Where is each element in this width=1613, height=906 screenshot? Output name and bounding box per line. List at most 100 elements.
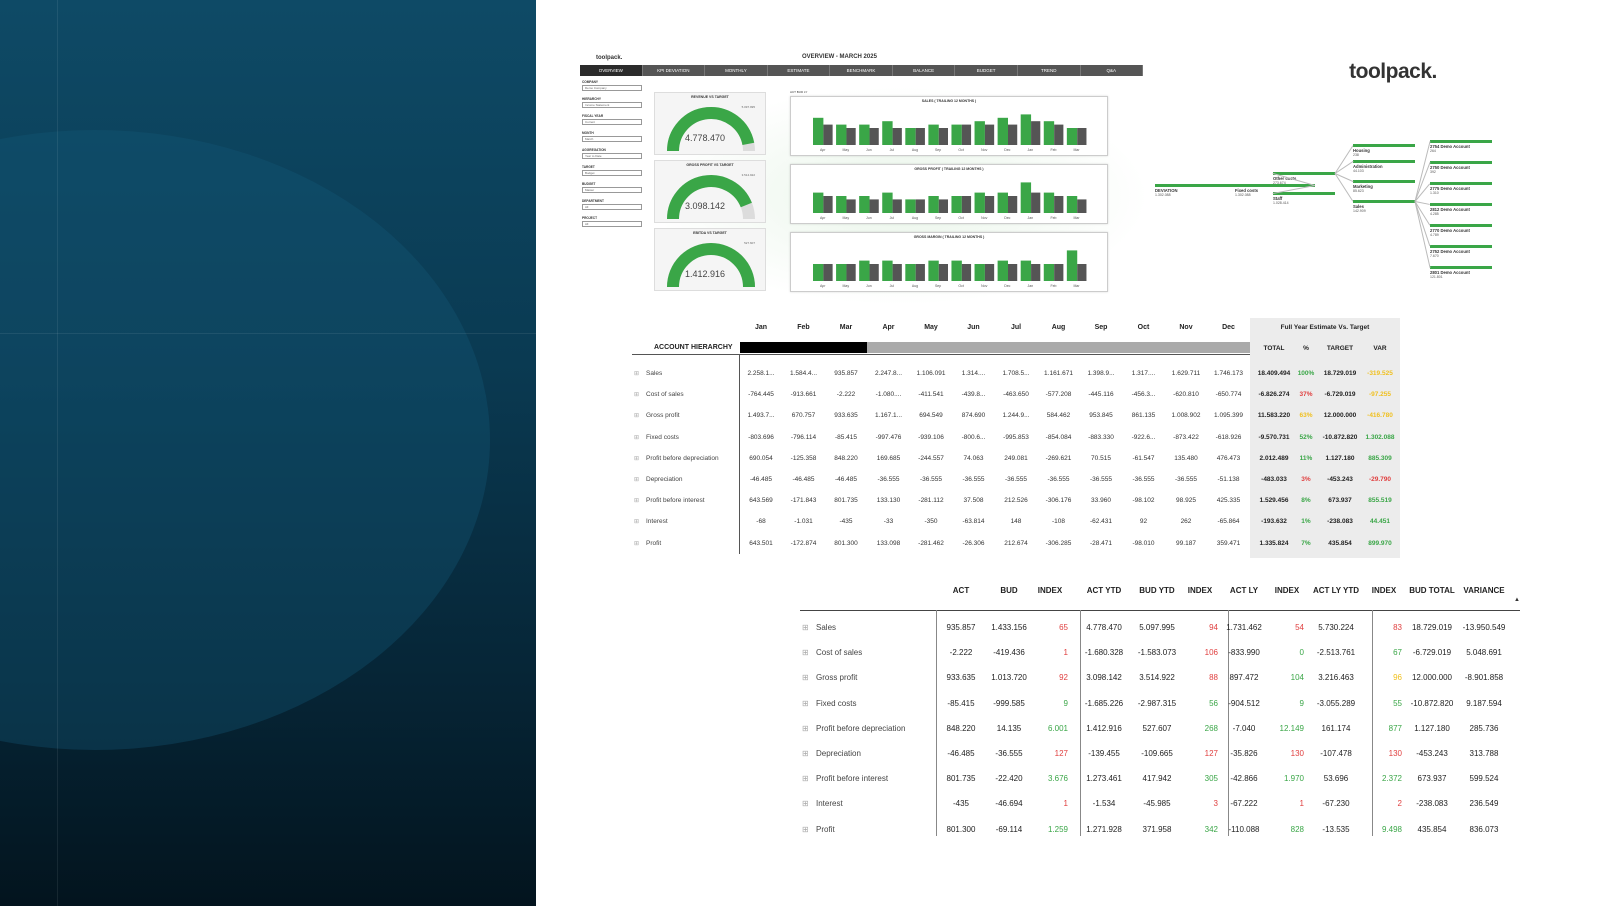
fy-total: 1.335.824 bbox=[1259, 539, 1289, 547]
column-header[interactable]: BUD YTD bbox=[1139, 586, 1175, 595]
table-row[interactable]: Profit before depreciation 848.220 14.135 6… bbox=[800, 716, 1520, 741]
filter-dropdown[interactable]: All bbox=[582, 204, 642, 210]
cell-value: 417.942 bbox=[1142, 774, 1172, 784]
month-header[interactable]: Dec bbox=[1222, 324, 1235, 331]
tree-node-account[interactable]: 2752 Demo Account 7.670 bbox=[1430, 245, 1492, 258]
tab-estimate[interactable]: ESTIMATE bbox=[767, 65, 831, 76]
filter-dropdown[interactable]: March bbox=[582, 136, 642, 142]
filter-dropdown[interactable]: Current bbox=[582, 119, 642, 125]
filter-dropdown[interactable]: Demo Company bbox=[582, 85, 642, 91]
column-header[interactable]: BUD bbox=[1000, 586, 1018, 595]
tab-monthly[interactable]: MONTHLY bbox=[705, 65, 768, 76]
column-header[interactable]: ACT YTD bbox=[1086, 586, 1122, 595]
month-tick: Dec bbox=[1004, 284, 1010, 288]
table-row[interactable]: Interest -435 -46.694 1 -1.534 -45.985 3 -67.22… bbox=[800, 791, 1520, 816]
table-row[interactable]: Cost of sales -2.222 -419.436 1 -1.680.328 -1… bbox=[800, 640, 1520, 665]
tree-node-account[interactable]: 2750 Demo Account 392 bbox=[1430, 161, 1492, 174]
gauge-title: GROSS PROFIT VS TARGET bbox=[686, 163, 734, 167]
tree-bar bbox=[1273, 172, 1335, 175]
table-row[interactable]: Depreciation -46.485 -46.485 -46.485 -36.555… bbox=[632, 472, 1402, 493]
tree-node-level3[interactable]: Sales 142.909 bbox=[1353, 200, 1415, 213]
table-row[interactable]: Profit before depreciation 690.054 -125.35… bbox=[632, 451, 1402, 472]
table-row[interactable]: Cost of sales -764.445 -913.661 -2.222 -1.08… bbox=[632, 387, 1402, 408]
column-header[interactable]: ACT LY YTD bbox=[1312, 586, 1360, 595]
month-header[interactable]: Aug bbox=[1051, 324, 1066, 331]
table-row[interactable]: Interest -68 -1.031 -435 -33 -350 -63.814 148 -1… bbox=[632, 514, 1402, 535]
cell-value: -1.680.328 bbox=[1084, 648, 1124, 658]
table-row[interactable]: Gross profit 1.493.7... 670.757 933.635 1.16… bbox=[632, 408, 1402, 429]
month-value: 848.220 bbox=[834, 454, 858, 462]
tab-kpi-deviation[interactable]: KPI DEVIATION bbox=[642, 65, 706, 76]
filter-dropdown[interactable]: Budget bbox=[582, 170, 642, 176]
month-header[interactable]: Oct bbox=[1137, 324, 1150, 331]
table-row[interactable]: Sales 935.857 1.433.156 65 4.778.470 5.097.99… bbox=[800, 615, 1520, 640]
fy-column-header[interactable]: TARGET bbox=[1326, 345, 1354, 352]
tree-node-label: Other costs bbox=[1273, 176, 1297, 181]
month-header[interactable]: Mar bbox=[839, 324, 853, 331]
filter-dropdown[interactable]: All bbox=[582, 221, 642, 227]
tree-node-level3[interactable]: Marketing 85.623 bbox=[1353, 180, 1415, 193]
tree-node-account[interactable]: 2754 Demo Account 264 bbox=[1430, 140, 1492, 153]
tree-node-account[interactable]: 2801 Demo Account 121.801 bbox=[1430, 266, 1492, 279]
month-header[interactable]: Nov bbox=[1179, 324, 1193, 331]
month-header[interactable]: May bbox=[924, 324, 938, 331]
column-header[interactable]: ACT bbox=[952, 586, 970, 595]
column-header[interactable]: INDEX bbox=[1037, 586, 1063, 595]
tree-node-account[interactable]: 2770 Demo Account 4.789 bbox=[1430, 224, 1492, 237]
table-row[interactable]: Profit 643.501 -172.874 801.300 133.098 -281.… bbox=[632, 536, 1402, 557]
column-header[interactable]: ACT LY bbox=[1229, 586, 1259, 595]
table-row[interactable]: Profit 801.300 -69.114 1.259 1.271.928 371.95… bbox=[800, 817, 1520, 842]
month-header[interactable]: Apr bbox=[882, 324, 895, 331]
tab-q-a[interactable]: Q&A bbox=[1080, 65, 1144, 76]
tab-overview[interactable]: OVERVIEW bbox=[580, 65, 643, 76]
column-header[interactable]: INDEX bbox=[1371, 586, 1397, 595]
tree-node-deviation[interactable]: DEVIATION 1.302.088 bbox=[1155, 184, 1235, 197]
fy-column-header[interactable]: TOTAL bbox=[1263, 345, 1285, 352]
fy-column-header[interactable]: VAR bbox=[1373, 345, 1387, 352]
tree-node-account[interactable]: 2812 Demo Account 4.285 bbox=[1430, 203, 1492, 216]
month-value: 1.314.... bbox=[961, 370, 986, 377]
month-header[interactable]: Sep bbox=[1094, 324, 1108, 331]
month-header[interactable]: Feb bbox=[797, 324, 810, 331]
tree-node-level3[interactable]: Administration 44.103 bbox=[1353, 160, 1415, 173]
month-tick: Apr bbox=[820, 148, 826, 152]
tree-node-account[interactable]: 2775 Demo Account 1.310 bbox=[1430, 182, 1492, 195]
tree-node-fixed-costs[interactable]: Fixed costs 1.302.088 bbox=[1235, 184, 1315, 197]
act-bar bbox=[859, 196, 870, 213]
table-row[interactable]: Profit before interest 801.735 -22.420 3.67… bbox=[800, 766, 1520, 791]
cell-value: -2.222 bbox=[949, 648, 973, 658]
filter-dropdown[interactable]: Year to Date bbox=[582, 153, 642, 159]
sort-arrow-icon[interactable]: ▲ bbox=[1514, 597, 1520, 603]
tree-node-label: Staff bbox=[1273, 196, 1283, 201]
tab-budget[interactable]: BUDGET bbox=[955, 65, 1018, 76]
month-tick: Sep bbox=[935, 216, 941, 220]
tree-node-level2[interactable]: Other costs 273.674 bbox=[1273, 172, 1335, 185]
table-row[interactable]: Sales 2.258.1... 1.584.4... 935.857 2.247.8.… bbox=[632, 366, 1402, 387]
table-row[interactable]: Depreciation -46.485 -36.555 127 -139.455 -10… bbox=[800, 741, 1520, 766]
column-header[interactable]: BUD TOTAL bbox=[1409, 586, 1455, 595]
tab-benchmark[interactable]: BENCHMARK bbox=[830, 65, 893, 76]
month-header[interactable]: Jul bbox=[1010, 324, 1022, 331]
filter-dropdown[interactable]: Master bbox=[582, 187, 642, 193]
column-header[interactable]: VARIANCE bbox=[1463, 586, 1505, 595]
column-header[interactable]: INDEX bbox=[1274, 586, 1300, 595]
fy-column-header[interactable]: % bbox=[1303, 345, 1309, 352]
table-row[interactable]: Fixed costs -85.415 -999.585 9 -1.685.226 -2.… bbox=[800, 691, 1520, 716]
filter-dropdown[interactable]: Income Statement bbox=[582, 102, 642, 108]
month-header[interactable]: Jun bbox=[967, 324, 980, 331]
table-row[interactable]: Gross profit 933.635 1.013.720 92 3.098.142 3… bbox=[800, 665, 1520, 690]
fy-target: 12.000.000 bbox=[1323, 412, 1357, 420]
tree-node-level3[interactable]: Housing 238 bbox=[1353, 144, 1415, 157]
month-header[interactable]: Jan bbox=[754, 324, 768, 331]
table-row[interactable]: Fixed costs -803.696 -796.114 -85.415 -997.4… bbox=[632, 430, 1402, 451]
table-row[interactable]: Profit before interest 643.569 -171.843 801… bbox=[632, 493, 1402, 514]
tab-balance[interactable]: BALANCE bbox=[892, 65, 956, 76]
account-hierarchy-header[interactable]: ACCOUNT HIERARCHY bbox=[654, 344, 733, 351]
tree-node-level2[interactable]: Staff 1.028.414 bbox=[1273, 192, 1335, 205]
month-value: -244.557 bbox=[918, 454, 944, 462]
column-header[interactable]: INDEX bbox=[1187, 586, 1213, 595]
bud-bar bbox=[892, 128, 902, 145]
tab-trend[interactable]: TREND bbox=[1017, 65, 1081, 76]
month-value: -36.555 bbox=[1047, 476, 1070, 483]
fy-total: 2.012.489 bbox=[1259, 454, 1289, 462]
